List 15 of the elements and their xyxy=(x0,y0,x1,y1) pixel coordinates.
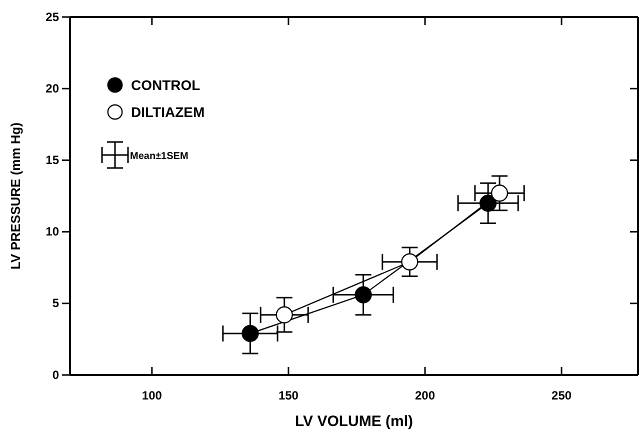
x-tick-label: 250 xyxy=(552,388,572,403)
y-tick-label: 25 xyxy=(46,10,60,24)
x-tick-label: 150 xyxy=(278,388,299,403)
y-tick-label: 20 xyxy=(46,81,60,96)
y-tick-label: 0 xyxy=(52,368,60,382)
y-axis-title: LV PRESSURE (mm Hg) xyxy=(8,122,23,270)
x-axis-title: LV VOLUME (ml) xyxy=(294,413,414,430)
y-tick-label: 5 xyxy=(52,296,60,310)
y-tick-label: 10 xyxy=(46,224,60,239)
x-tick-label: 200 xyxy=(414,388,436,403)
legend-label: CONTROL xyxy=(131,77,201,93)
annotation: Mean±1SEM xyxy=(130,151,188,162)
x-tick-label: 100 xyxy=(142,388,162,403)
legend-label: DILTIAZEM xyxy=(131,104,205,120)
y-tick-label: 15 xyxy=(46,153,60,168)
